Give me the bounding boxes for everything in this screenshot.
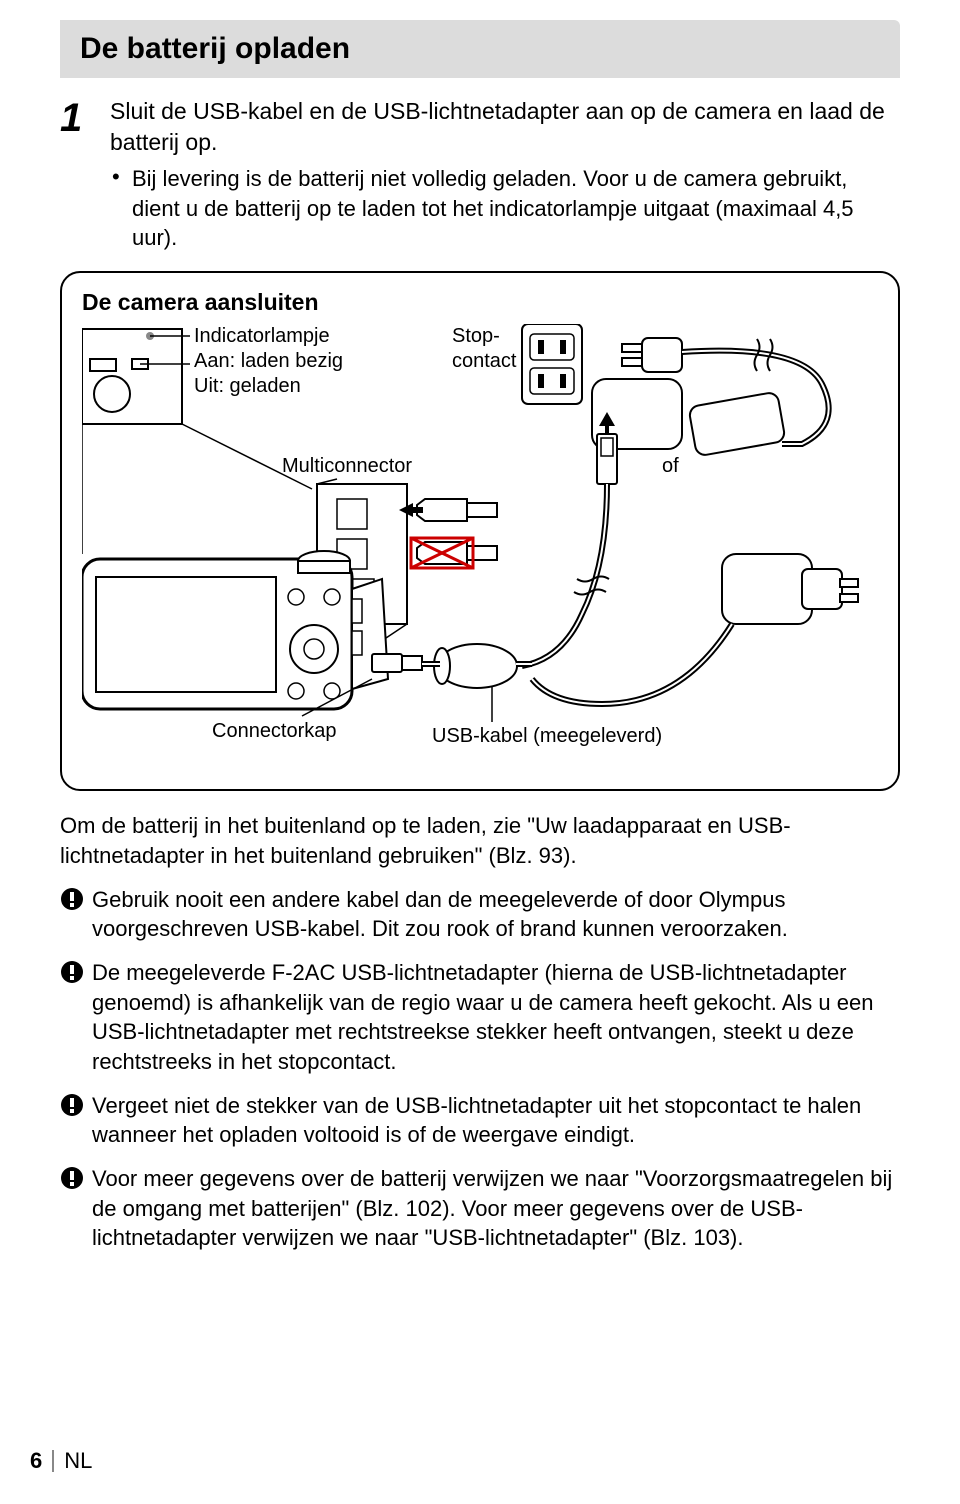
- diagram-title: De camera aansluiten: [82, 289, 878, 316]
- warning-text-4: Voor meer gegevens over de batterij verw…: [92, 1164, 900, 1253]
- footer-lang: NL: [64, 1448, 92, 1474]
- diagram-box: De camera aansluiten Indicatorlampje Aan…: [60, 271, 900, 791]
- step-text: Sluit de USB-kabel en de USB-lichtnetada…: [110, 96, 900, 158]
- warning-2: De meegeleverde F-2AC USB-lichtnetadapte…: [60, 958, 900, 1077]
- warning-icon: [60, 1164, 92, 1190]
- warning-1: Gebruik nooit een andere kabel dan de me…: [60, 885, 900, 944]
- warning-icon: [60, 1091, 92, 1117]
- bullet-text: Bij levering is de batterij niet volledi…: [132, 164, 900, 253]
- footer: 6 NL: [30, 1448, 92, 1474]
- warning-text-2: De meegeleverde F-2AC USB-lichtnetadapte…: [92, 958, 900, 1077]
- warning-icon: [60, 958, 92, 984]
- warning-icon: [60, 885, 92, 911]
- warning-3: Vergeet niet de stekker van de USB-licht…: [60, 1091, 900, 1150]
- warning-text-1: Gebruik nooit een andere kabel dan de me…: [92, 885, 900, 944]
- title-bar: De batterij opladen: [60, 20, 900, 78]
- footer-divider: [52, 1450, 54, 1472]
- para-abroad: Om de batterij in het buitenland op te l…: [60, 811, 900, 870]
- warning-text-3: Vergeet niet de stekker van de USB-licht…: [92, 1091, 900, 1150]
- connection-diagram: [82, 324, 872, 774]
- step-number: 1: [60, 96, 110, 138]
- step-row: 1 Sluit de USB-kabel en de USB-lichtneta…: [60, 96, 900, 158]
- warning-4: Voor meer gegevens over de batterij verw…: [60, 1164, 900, 1253]
- bullet-row: • Bij levering is de batterij niet volle…: [112, 164, 900, 253]
- bullet-dot: •: [112, 164, 132, 253]
- page-title: De batterij opladen: [80, 32, 880, 66]
- diagram-inner: Indicatorlampje Aan: laden bezig Uit: ge…: [82, 324, 878, 774]
- page-number: 6: [30, 1448, 42, 1474]
